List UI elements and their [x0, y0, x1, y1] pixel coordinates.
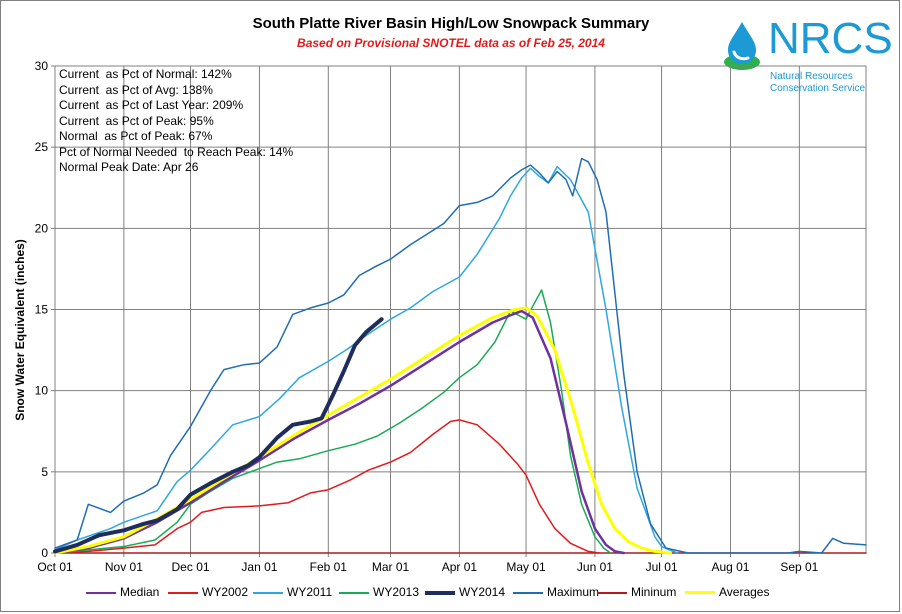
legend-swatch — [168, 591, 198, 594]
stat-line: Current as Pct of Avg: 138% — [59, 82, 213, 97]
stat-line: Current as Pct of Peak: 95% — [59, 113, 214, 128]
legend-swatch — [685, 591, 715, 595]
x-tick-label: May 01 — [506, 560, 546, 574]
y-axis-label: Snow Water Equivalent (inches) — [13, 239, 27, 421]
legend-label: Averages — [719, 585, 770, 599]
y-tick-label: 25 — [35, 140, 49, 154]
stats-block: Current as Pct of Normal: 142% Current a… — [59, 67, 293, 176]
series-line-averages — [53, 306, 672, 555]
series-line-wy2013 — [54, 289, 612, 554]
y-tick-label: 20 — [35, 221, 49, 235]
legend-label: WY2013 — [373, 585, 420, 599]
stat-line: Normal as Pct of Peak: 67% — [59, 129, 213, 143]
x-tick-label: Oct 01 — [37, 560, 73, 574]
x-tick-label: Mar 01 — [372, 560, 410, 574]
series-line-wy2002 — [54, 419, 601, 554]
series-line-wy2011 — [54, 165, 678, 554]
logo-subtitle-line1: Natural Resources — [770, 71, 853, 82]
legend-swatch — [253, 591, 283, 594]
legend-item: WY2002 — [168, 585, 248, 599]
nrcs-logo: NRCS Natural Resources Conservation Serv… — [720, 14, 893, 98]
y-tick-label: 30 — [35, 59, 49, 73]
legend-label: Maximum — [547, 585, 600, 599]
stat-line: Pct of Normal Needed to Reach Peak: 14% — [59, 144, 294, 159]
x-tick-label: Apr 01 — [442, 560, 478, 574]
legend-swatch — [597, 591, 627, 594]
legend-item: Mininum — [597, 585, 676, 599]
x-tick-label: Aug 01 — [711, 560, 749, 574]
legend-swatch — [339, 591, 369, 594]
legend-label: WY2011 — [287, 585, 333, 599]
series-line-wy2014 — [53, 317, 384, 554]
chart-subtitle: Based on Provisional SNOTEL data as of F… — [297, 36, 605, 50]
series-line-median — [53, 309, 626, 555]
x-tick-label: Jan 01 — [241, 560, 277, 574]
logo-subtitle-line2: Conservation Service — [770, 83, 866, 94]
x-tick-label: Jun 01 — [577, 560, 613, 574]
legend-item: Median — [86, 585, 159, 599]
stat-line: Normal Peak Date: Apr 26 — [59, 160, 199, 174]
x-tick-label: Jul 01 — [646, 560, 678, 574]
logo-wordmark: NRCS — [768, 14, 893, 63]
stat-line: Current as Pct of Last Year: 209% — [59, 98, 244, 112]
legend-label: Median — [120, 585, 160, 599]
legend-swatch — [86, 591, 116, 594]
legend-swatch — [425, 590, 455, 595]
chart-title: South Platte River Basin High/Low Snowpa… — [252, 15, 650, 32]
legend-item: WY2011 — [253, 585, 332, 599]
x-tick-label: Sep 01 — [780, 560, 818, 574]
y-tick-label: 10 — [35, 384, 49, 398]
legend-label: Mininum — [631, 585, 677, 599]
stat-line: Current as Pct of Normal: 142% — [59, 67, 232, 81]
series-line-maximum — [54, 157, 867, 554]
y-tick-label: 15 — [35, 303, 49, 317]
legend-item: WY2014 — [425, 585, 505, 599]
legend-swatch — [513, 591, 543, 594]
legend-item: WY2013 — [339, 585, 419, 599]
y-tick-label: 0 — [41, 546, 48, 560]
legend-label: WY2014 — [459, 585, 506, 599]
legend-item: Averages — [685, 585, 769, 599]
legend-label: WY2002 — [202, 585, 249, 599]
x-tick-label: Nov 01 — [105, 560, 143, 574]
x-tick-label: Feb 01 — [310, 560, 348, 574]
y-tick-label: 5 — [41, 465, 48, 479]
x-tick-label: Dec 01 — [172, 560, 210, 574]
legend-item: Maximum — [513, 585, 599, 599]
